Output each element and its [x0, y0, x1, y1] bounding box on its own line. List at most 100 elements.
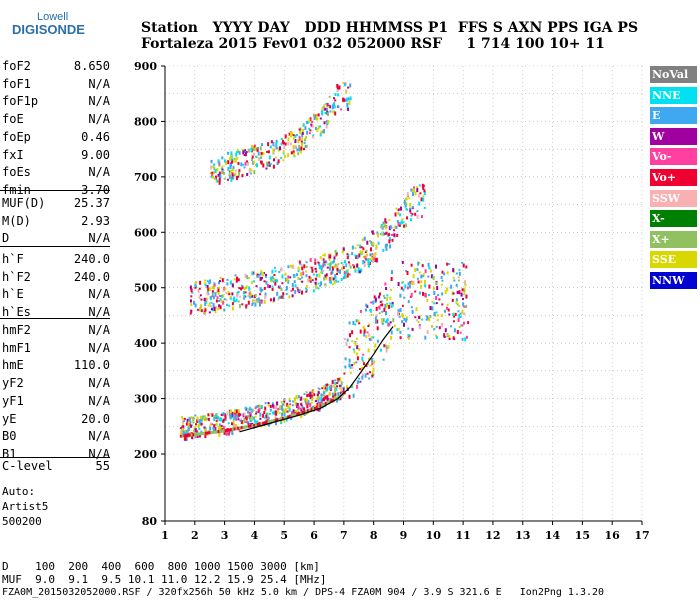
echo-point	[441, 303, 444, 306]
echo-point	[333, 397, 337, 401]
echo-point	[213, 306, 216, 311]
echo-point	[190, 424, 193, 428]
echo-point	[350, 371, 352, 374]
echo-point	[301, 142, 303, 147]
echo-point	[209, 172, 212, 175]
echo-point	[310, 394, 313, 398]
echo-point	[301, 266, 304, 271]
echo-point	[370, 336, 373, 339]
echo-point	[458, 271, 461, 276]
echo-point	[346, 272, 349, 276]
echo-point	[296, 148, 299, 152]
echo-point	[234, 300, 237, 302]
echo-point	[420, 197, 423, 202]
echo-point	[317, 405, 321, 409]
echo-point	[301, 133, 304, 138]
echo-point	[378, 312, 381, 315]
echo-point	[337, 392, 340, 397]
echo-point	[229, 296, 232, 299]
echo-point	[255, 299, 258, 302]
echo-point	[181, 418, 184, 420]
echo-point	[311, 268, 314, 273]
echo-point	[328, 266, 331, 271]
echo-point	[246, 277, 249, 280]
echo-point	[222, 418, 225, 422]
echo-point	[232, 413, 235, 417]
echo-point	[434, 334, 437, 337]
echo-point	[366, 304, 369, 308]
echo-point	[356, 356, 359, 361]
echo-point	[322, 254, 325, 257]
param-name: B0	[2, 429, 17, 444]
echo-point	[280, 420, 283, 424]
echo-point	[459, 312, 462, 315]
echo-point	[263, 411, 266, 414]
echo-point	[369, 240, 372, 243]
echo-point	[282, 159, 285, 162]
echo-point	[397, 211, 400, 215]
echo-point	[386, 297, 389, 301]
echo-point	[385, 319, 388, 324]
echo-point	[192, 421, 195, 424]
footer-muf-row: MUF 9.0 9.1 9.5 10.1 11.0 12.2 15.9 25.4…	[2, 573, 327, 586]
echo-point	[326, 395, 329, 399]
echo-point	[226, 431, 229, 435]
echo-point	[287, 405, 290, 409]
echo-point	[237, 418, 240, 421]
echo-point	[296, 404, 299, 408]
echo-point	[210, 422, 212, 425]
echo-point	[379, 301, 382, 303]
echo-point	[274, 410, 277, 415]
echo-point	[298, 147, 301, 152]
echo-point	[463, 290, 466, 295]
echo-point	[214, 309, 217, 314]
echo-point	[319, 404, 323, 408]
echo-point	[216, 168, 219, 172]
echo-point	[385, 221, 388, 224]
echo-point	[210, 308, 213, 311]
echo-point	[282, 150, 285, 154]
echo-point	[356, 384, 359, 389]
echo-point	[305, 285, 308, 288]
echo-point	[355, 361, 358, 364]
echo-point	[217, 416, 220, 419]
echo-point	[378, 295, 381, 299]
echo-point	[418, 291, 421, 295]
echo-point	[274, 279, 277, 282]
echo-point	[356, 337, 358, 340]
echo-point	[193, 429, 196, 432]
echo-point	[223, 308, 226, 312]
echo-point	[284, 277, 287, 282]
echo-point	[388, 219, 391, 222]
echo-point	[374, 343, 377, 348]
echo-point	[237, 278, 240, 282]
echo-point	[372, 300, 375, 305]
echo-point	[249, 420, 252, 423]
echo-point	[323, 385, 326, 389]
echo-point	[245, 151, 248, 154]
echo-point	[421, 275, 424, 278]
echo-point	[333, 102, 336, 107]
echo-point	[263, 416, 266, 419]
echo-point	[273, 277, 275, 281]
echo-point	[309, 117, 312, 122]
echo-point	[312, 390, 315, 393]
echo-point	[263, 286, 266, 290]
echo-point	[380, 304, 383, 306]
echo-point	[276, 291, 279, 296]
echo-point	[229, 411, 232, 416]
echo-point	[234, 172, 237, 177]
echo-point	[218, 286, 220, 289]
echo-point	[421, 318, 424, 321]
echo-point	[281, 274, 284, 279]
echo-point	[369, 257, 372, 260]
echo-point	[291, 283, 294, 287]
echo-point	[292, 409, 295, 413]
echo-point	[256, 422, 260, 426]
echo-point	[307, 278, 310, 283]
param-value: N/A	[88, 112, 110, 127]
echo-point	[339, 392, 342, 395]
echo-point	[194, 286, 197, 289]
echo-point	[260, 270, 263, 274]
echo-point	[340, 278, 343, 281]
